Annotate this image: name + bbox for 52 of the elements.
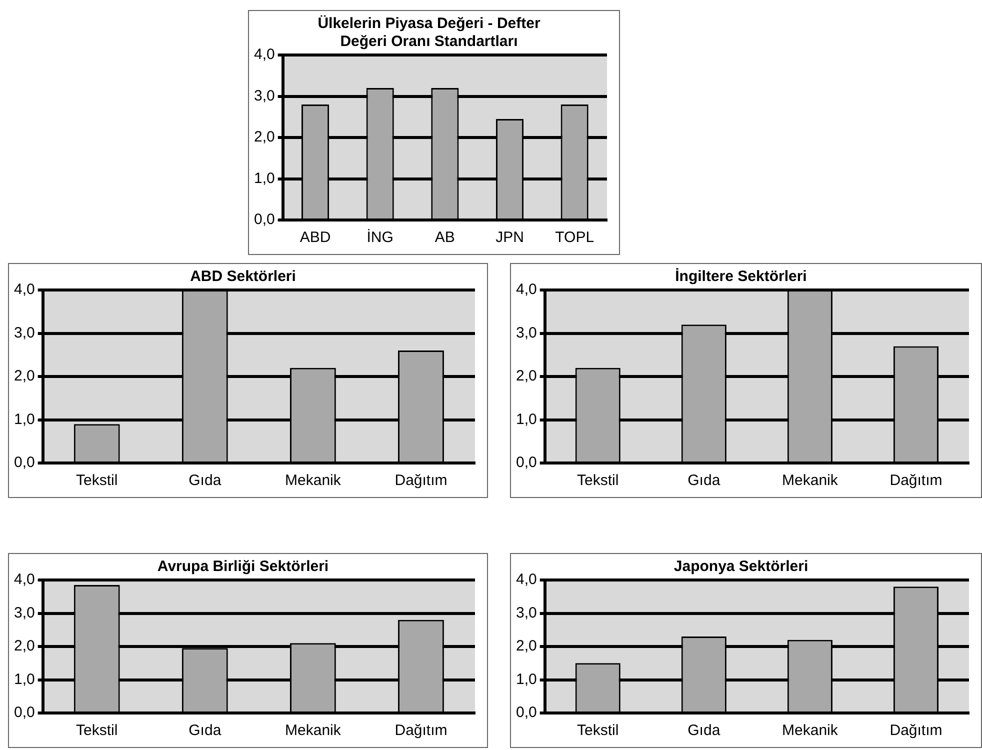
x-tick-label: TOPL: [555, 229, 594, 246]
x-tick-label: Gıda: [188, 472, 222, 490]
y-tick-label: 2,0: [14, 638, 35, 655]
x-tick-label: Mekanik: [782, 722, 838, 740]
chart-title: ABD Sektörleri: [190, 268, 296, 286]
x-tick-label: Mekanik: [285, 472, 342, 490]
y-tick-label: 1,0: [516, 410, 537, 428]
x-tick-label: Dağıtım: [394, 472, 448, 490]
text: Ülkelerin Piyasa Değeri - Defter: [318, 15, 540, 32]
x-tick-label: Tekstil: [76, 722, 118, 740]
x-tick-label: Tekstil: [76, 472, 118, 490]
y-tick-label: 4,0: [14, 571, 35, 588]
x-tick-label: Dağıtım: [394, 722, 448, 740]
x-tick-label: Tekstil: [577, 472, 619, 490]
x-tick-label: İNG: [366, 228, 394, 246]
y-tick-label: 2,0: [516, 368, 537, 385]
y-tick-label: 2,0: [516, 638, 537, 655]
y-tick-label: 1,0: [14, 670, 35, 688]
y-tick-label: 4,0: [516, 281, 537, 298]
y-tick-label: 0,0: [14, 704, 35, 722]
x-tick-label: ABD: [300, 229, 331, 246]
y-tick-label: 1,0: [516, 670, 537, 688]
chart-title: Japonya Sektörleri: [674, 558, 808, 576]
x-tick-label: Dağıtım: [890, 472, 942, 490]
y-tick-label: 4,0: [516, 571, 537, 588]
x-tick-label: Gıda: [688, 722, 721, 740]
x-tick-label: JPN: [496, 229, 524, 246]
y-tick-label: 4,0: [14, 281, 35, 298]
chart-title: Avrupa Birliği Sektörleri: [157, 558, 329, 576]
y-tick-label: 4,0: [254, 46, 275, 64]
y-tick-label: 1,0: [14, 410, 35, 428]
x-tick-label: Tekstil: [577, 722, 619, 740]
chart-title: İngiltere Sektörleri: [675, 268, 807, 286]
y-tick-label: 3,0: [14, 324, 35, 342]
y-tick-label: 2,0: [254, 128, 275, 146]
y-tick-label: 0,0: [14, 454, 35, 472]
x-tick-label: Mekanik: [782, 472, 838, 490]
y-tick-label: 3,0: [14, 604, 35, 622]
text: Değeri Oranı Standartları: [340, 33, 518, 50]
y-tick-label: 2,0: [14, 368, 35, 385]
x-tick-label: Gıda: [188, 722, 222, 740]
y-tick-label: 3,0: [516, 604, 537, 622]
y-tick-label: 3,0: [254, 87, 275, 104]
x-tick-label: Mekanik: [285, 722, 342, 740]
y-tick-label: 0,0: [516, 454, 537, 472]
x-tick-label: Gıda: [688, 472, 721, 490]
x-tick-label: Dağıtım: [890, 722, 942, 740]
y-tick-label: 0,0: [516, 704, 537, 722]
y-tick-label: 0,0: [254, 211, 275, 228]
y-tick-label: 3,0: [516, 324, 537, 342]
y-tick-label: 1,0: [254, 170, 275, 187]
x-tick-label: AB: [434, 229, 455, 246]
